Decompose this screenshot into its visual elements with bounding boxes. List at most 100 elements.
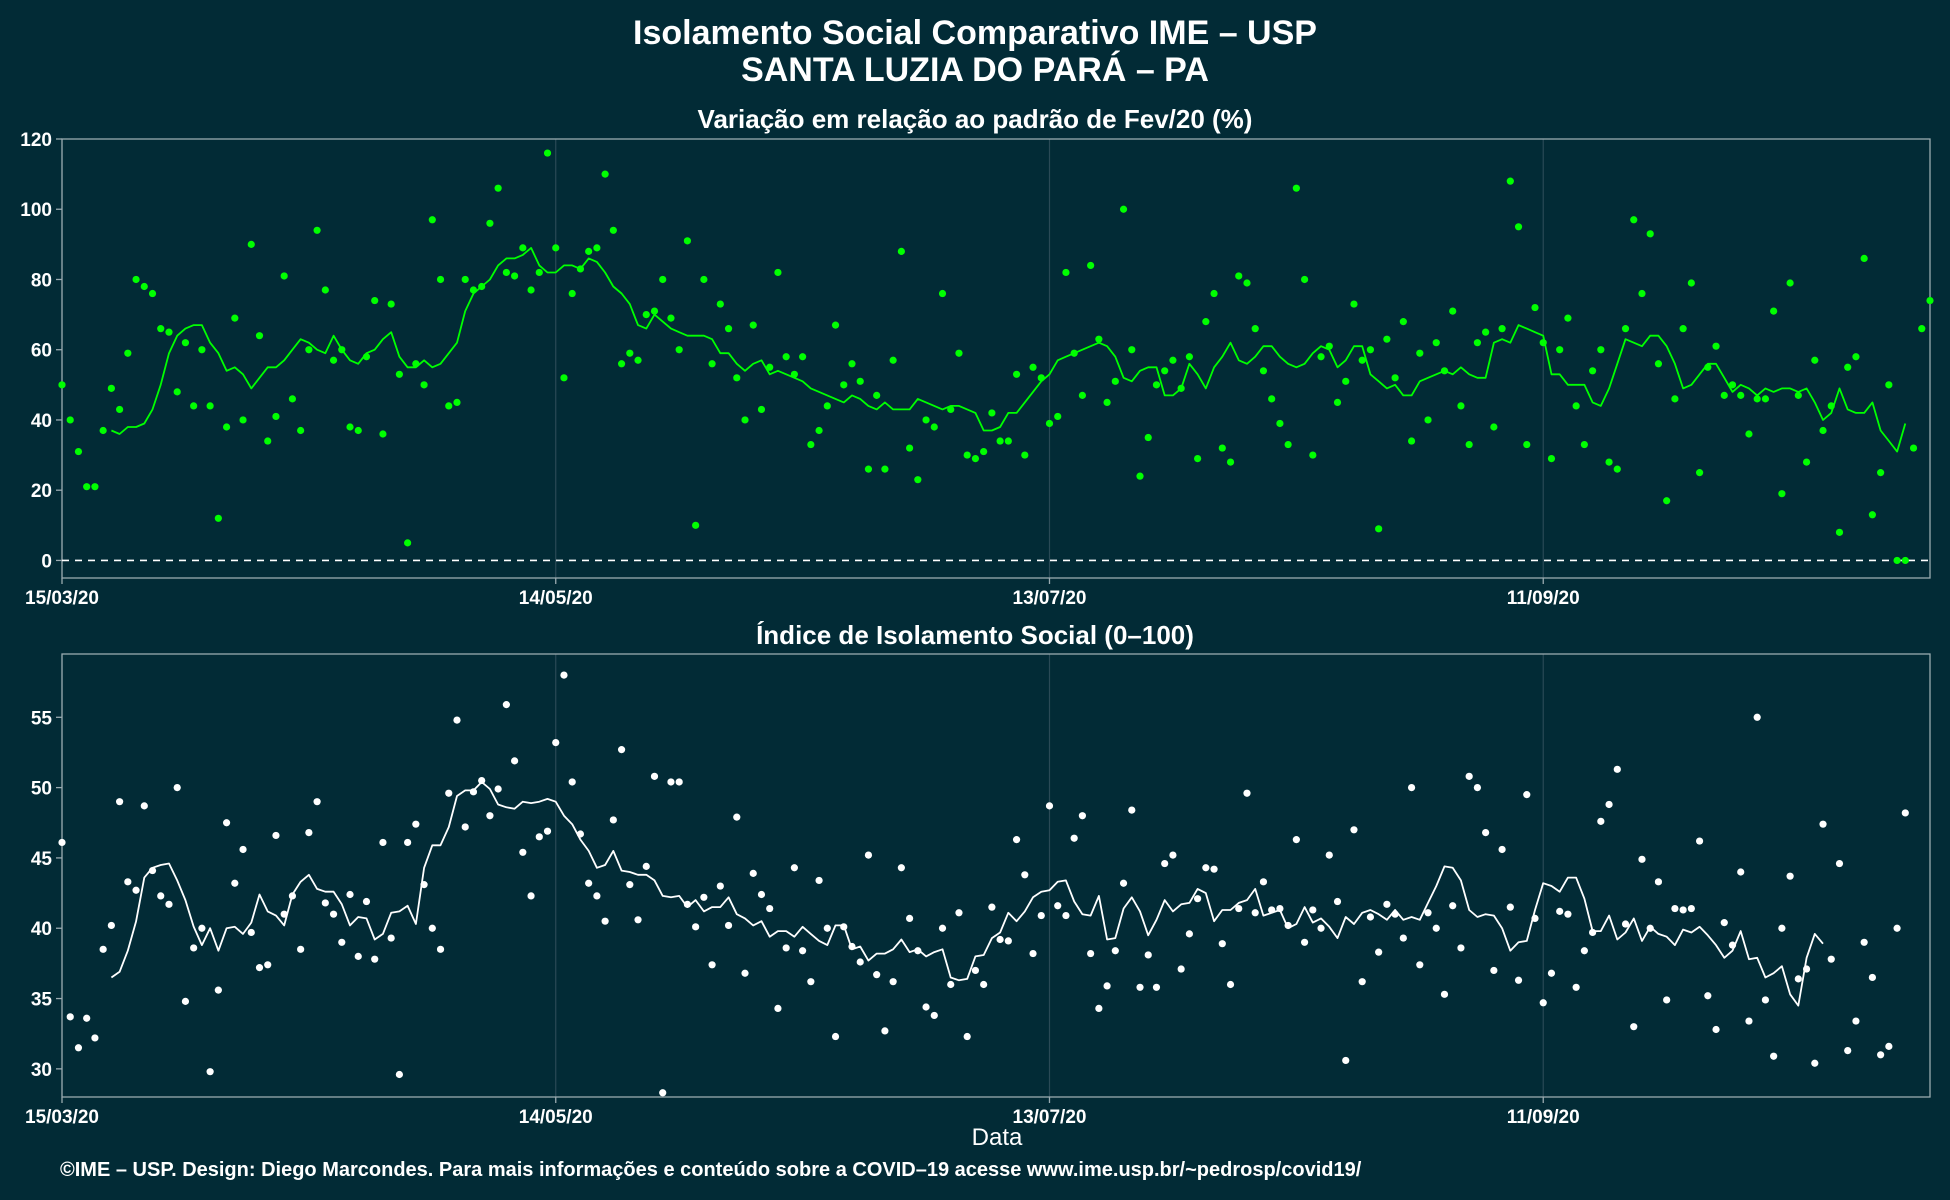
data-point [1391,374,1399,382]
data-point [568,778,576,786]
data-point [461,275,469,284]
data-point [1152,381,1161,389]
data-point [864,465,873,473]
data-point [1490,423,1498,431]
data-point [1375,525,1383,533]
data-point [1877,1051,1885,1059]
data-point [1136,472,1144,480]
data-point [288,395,297,403]
data-point [1325,851,1333,859]
data-point [1630,216,1638,224]
data-point [659,1089,667,1097]
data-point [659,275,667,284]
data-point [107,384,115,392]
data-point [1819,426,1827,435]
data-point [1251,325,1259,333]
data-point [1226,980,1235,989]
data-point [1621,325,1630,333]
y-tick-label: 45 [31,849,53,870]
panel-frame [61,138,1931,579]
data-point [1679,325,1687,333]
data-point [1424,909,1432,917]
data-point [1695,837,1704,845]
data-point [329,910,338,918]
data-point [692,923,700,931]
data-point [1539,999,1547,1007]
data-point [733,813,741,821]
data-point [799,353,807,361]
data-point [214,514,222,522]
data-point [140,282,148,291]
top-panel-plot: 0 20 40 60 80 100 120 15/03/20 14/05/20 13/07/20 1… [20,130,1934,609]
data-point [206,1068,214,1076]
data-point [634,916,642,924]
data-point [683,237,692,245]
data-point [231,879,239,887]
data-point [1613,465,1621,473]
data-point [1835,528,1844,536]
data-point [272,412,280,421]
data-point [1597,346,1605,354]
data-point [1416,961,1424,969]
data-point [371,296,379,305]
data-point [1811,356,1819,364]
data-point [1630,1023,1638,1031]
data-point [66,416,74,424]
data-point [1095,1004,1103,1013]
data-point [1580,440,1588,449]
data-point [124,878,132,886]
data-point [1704,992,1712,1000]
data-point [66,1013,74,1021]
data-point [585,247,593,255]
data-point [346,423,354,431]
y-tick-label: 50 [31,779,52,800]
data-point [1638,855,1646,863]
data-point [733,374,741,382]
data-point [1918,325,1926,333]
data-point [1185,353,1193,361]
data-point [379,430,387,438]
data-point [782,944,790,952]
data-point [552,244,560,252]
data-point [831,1032,840,1041]
data-point [1449,902,1457,910]
data-point [774,1004,782,1013]
data-point [634,356,642,364]
data-point [1358,978,1366,986]
data-point [1819,820,1827,828]
data-point [1835,859,1844,868]
data-point [1720,391,1728,399]
data-point [1210,289,1218,298]
data-point [83,1014,91,1022]
data-point [1893,924,1901,932]
data-point [1687,279,1695,287]
data-point [1399,934,1407,942]
data-point [395,1070,403,1079]
data-point [1646,230,1654,238]
data-point [799,947,807,955]
data-point [700,275,708,284]
data-point [395,370,403,378]
data-point [1638,289,1646,298]
data-point [1366,346,1375,354]
rolling-mean-line [110,781,1824,1007]
data-point [1547,969,1556,977]
data-point [1457,402,1465,410]
data-point [436,275,445,284]
data-point [774,268,782,277]
data-point [535,833,543,841]
y-tick-label: 0 [41,551,52,572]
data-point [560,671,568,679]
data-point [1720,919,1728,927]
data-point [173,784,181,792]
y-tick-label: 30 [31,1060,52,1081]
data-point [1482,829,1490,837]
data-point [1893,556,1901,565]
data-point [930,1011,938,1020]
data-point [1589,367,1597,375]
data-point [815,876,823,885]
data-point [1161,859,1169,868]
data-point [1605,458,1613,466]
data-point [1465,772,1473,780]
